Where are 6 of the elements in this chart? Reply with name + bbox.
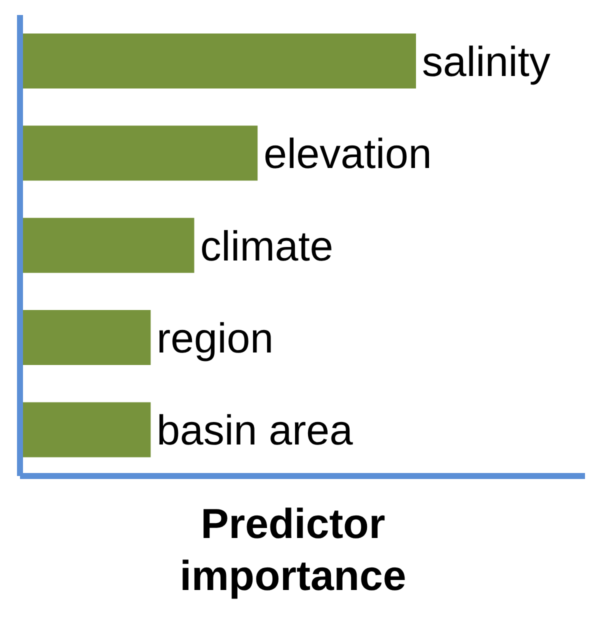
y-tick-label: salinity — [422, 38, 550, 85]
y-tick-label: climate — [200, 222, 334, 270]
y-tick-label: basin area — [156, 406, 354, 454]
y-tick-label: region — [156, 314, 274, 362]
x-axis-title: Predictor importance — [178, 499, 408, 601]
y-tick-label: elevation — [264, 130, 432, 178]
